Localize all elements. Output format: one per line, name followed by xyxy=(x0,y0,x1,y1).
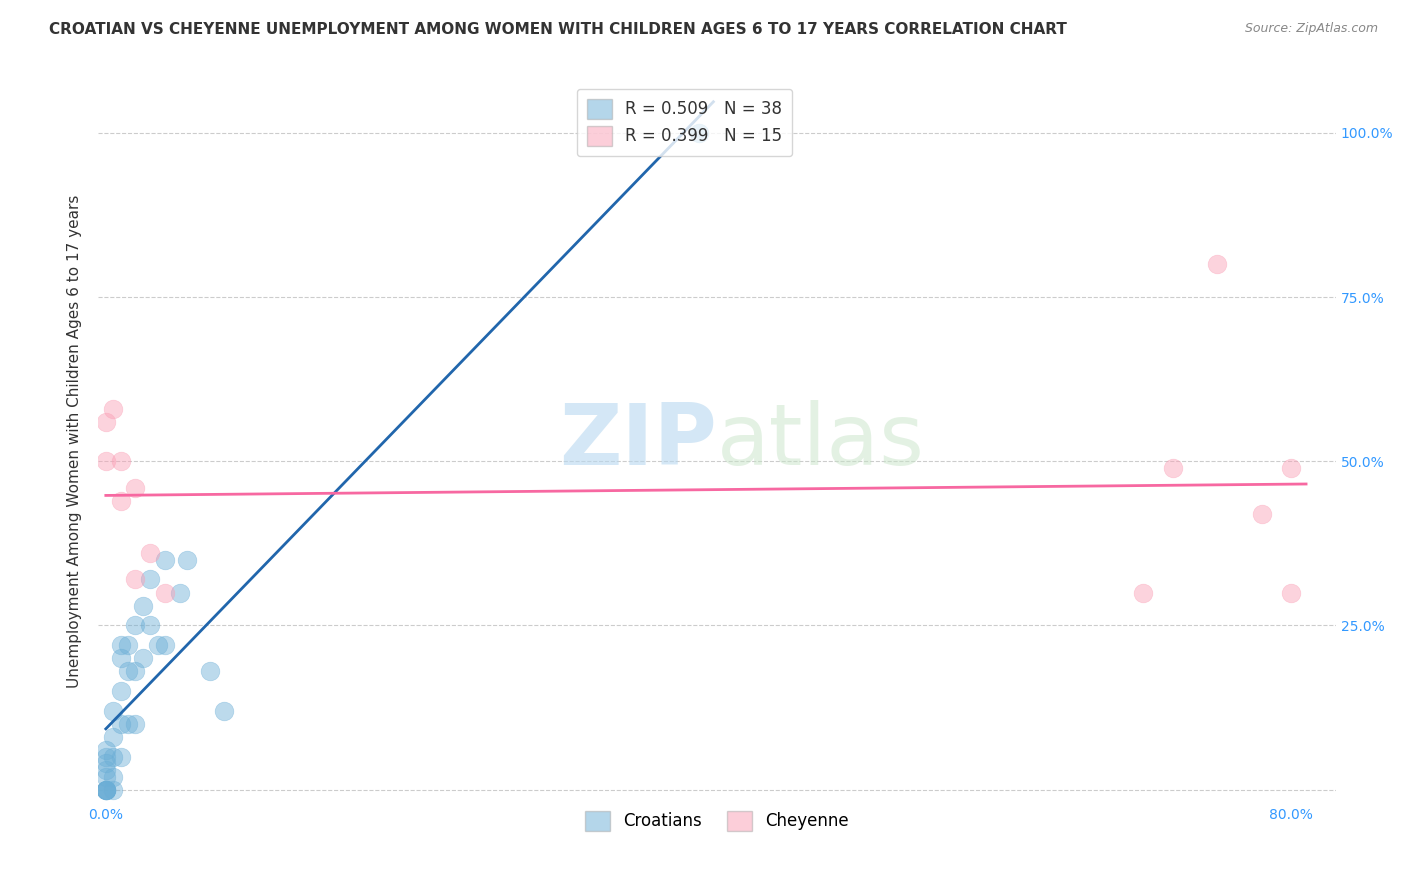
Point xyxy=(153,638,176,652)
Point xyxy=(103,770,125,784)
Point xyxy=(117,717,139,731)
Point xyxy=(1132,585,1154,599)
Point xyxy=(132,599,155,613)
Point xyxy=(94,756,117,771)
Point xyxy=(110,493,132,508)
Point xyxy=(94,454,117,468)
Point xyxy=(103,704,125,718)
Point xyxy=(110,651,132,665)
Point xyxy=(94,770,117,784)
Point xyxy=(110,684,132,698)
Point xyxy=(103,749,125,764)
Text: atlas: atlas xyxy=(717,400,925,483)
Point xyxy=(103,730,125,744)
Point xyxy=(110,454,132,468)
Point xyxy=(1250,507,1272,521)
Point xyxy=(1161,460,1184,475)
Y-axis label: Unemployment Among Women with Children Ages 6 to 17 years: Unemployment Among Women with Children A… xyxy=(67,194,83,689)
Text: ZIP: ZIP xyxy=(560,400,717,483)
Point xyxy=(94,782,117,797)
Point xyxy=(124,717,146,731)
Point xyxy=(688,126,710,140)
Point xyxy=(139,546,162,560)
Point xyxy=(110,749,132,764)
Point xyxy=(94,782,117,797)
Point xyxy=(1279,460,1302,475)
Text: Source: ZipAtlas.com: Source: ZipAtlas.com xyxy=(1244,22,1378,36)
Point xyxy=(103,401,125,416)
Point xyxy=(124,481,146,495)
Point xyxy=(94,743,117,757)
Point xyxy=(198,665,221,679)
Point xyxy=(153,553,176,567)
Point xyxy=(94,763,117,777)
Point xyxy=(124,573,146,587)
Point xyxy=(94,782,117,797)
Point xyxy=(153,585,176,599)
Point xyxy=(169,585,191,599)
Point xyxy=(117,638,139,652)
Text: CROATIAN VS CHEYENNE UNEMPLOYMENT AMONG WOMEN WITH CHILDREN AGES 6 TO 17 YEARS C: CROATIAN VS CHEYENNE UNEMPLOYMENT AMONG … xyxy=(49,22,1067,37)
Point xyxy=(117,665,139,679)
Point xyxy=(94,782,117,797)
Point xyxy=(1206,257,1229,271)
Point xyxy=(132,651,155,665)
Point xyxy=(103,782,125,797)
Point xyxy=(124,665,146,679)
Point xyxy=(110,638,132,652)
Point xyxy=(688,126,710,140)
Point xyxy=(146,638,169,652)
Point xyxy=(139,573,162,587)
Point xyxy=(110,717,132,731)
Point xyxy=(1279,585,1302,599)
Point xyxy=(124,618,146,632)
Point xyxy=(94,782,117,797)
Point xyxy=(176,553,198,567)
Point xyxy=(94,749,117,764)
Point xyxy=(94,415,117,429)
Legend: Croatians, Cheyenne: Croatians, Cheyenne xyxy=(578,805,856,838)
Point xyxy=(139,618,162,632)
Point xyxy=(214,704,236,718)
